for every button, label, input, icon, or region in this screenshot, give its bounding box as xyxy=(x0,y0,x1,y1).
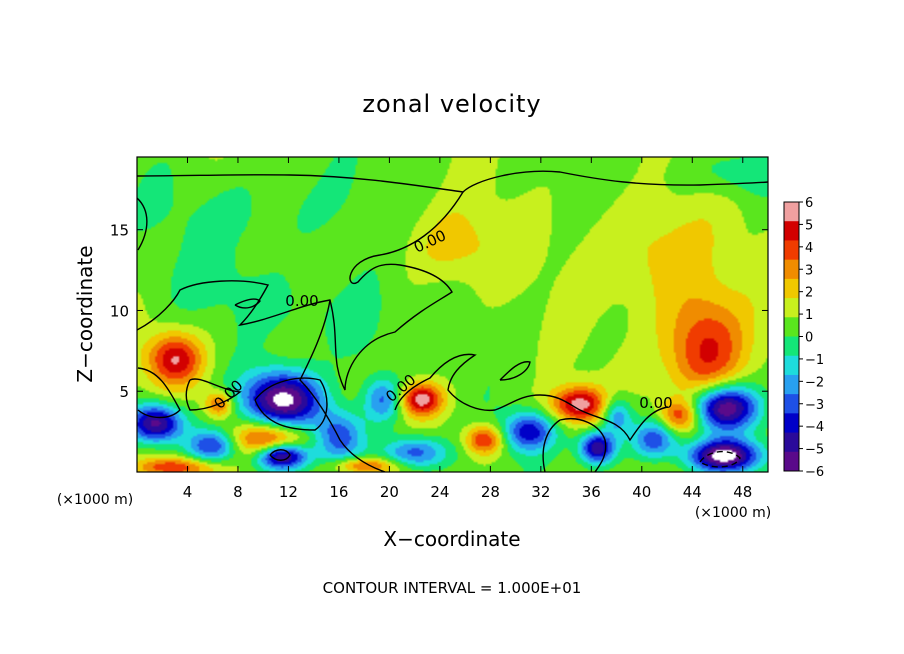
x-unit-right: (×1000 m) xyxy=(695,505,771,521)
x-tick-label: 44 xyxy=(683,483,702,501)
x-tick-label: 20 xyxy=(380,483,399,501)
colorbar-tick-label: −1 xyxy=(805,353,824,368)
colorbar-swatch xyxy=(784,298,799,318)
colorbar-swatch xyxy=(784,394,799,414)
x-tick-label: 16 xyxy=(329,483,348,501)
colorbar-swatch xyxy=(784,202,799,222)
x-axis: 4 8 12 16 20 24 28 32 36 40 44 48 xyxy=(183,157,752,501)
colorbar-tick-label: −6 xyxy=(805,465,824,480)
colorbar-swatch xyxy=(784,336,799,357)
contour-line xyxy=(699,451,741,468)
contour-label: 0.00 xyxy=(285,292,318,310)
y-tick-label: 5 xyxy=(119,383,129,401)
chart-title: zonal velocity xyxy=(362,90,541,118)
colorbar-swatch xyxy=(784,259,799,280)
x-axis-title: X−coordinate xyxy=(383,527,520,551)
x-tick-label: 4 xyxy=(183,483,193,501)
colorbar-tick-label: 5 xyxy=(805,218,813,233)
contour-line xyxy=(542,418,607,472)
colorbar-tick-label: −2 xyxy=(805,375,824,390)
colorbar-tick-label: 1 xyxy=(805,308,813,323)
x-tick-label: 28 xyxy=(481,483,500,501)
contour-line xyxy=(499,361,531,381)
contour-interval-label: CONTOUR INTERVAL = 1.000E+01 xyxy=(323,579,582,597)
y-axis: 5 10 15 xyxy=(110,222,768,401)
colorbar-swatch xyxy=(784,413,799,434)
y-axis-title: Z−coordinate xyxy=(73,245,97,382)
y-tick-label: 10 xyxy=(110,302,129,320)
zero-contours xyxy=(137,170,768,472)
contour-line xyxy=(137,191,464,391)
contour-label: 0.00 xyxy=(639,394,672,412)
contour-line xyxy=(299,299,386,472)
contour-line xyxy=(137,367,181,419)
x-tick-label: 48 xyxy=(733,483,752,501)
colorbar-tick-label: −4 xyxy=(805,420,824,435)
x-tick-label: 40 xyxy=(632,483,651,501)
colorbar-tick-label: 6 xyxy=(805,196,813,211)
colorbar-tick-label: 3 xyxy=(805,263,813,278)
velocity-field xyxy=(137,157,768,472)
contour-line xyxy=(394,353,669,442)
colorbar-tick-label: 4 xyxy=(805,241,813,256)
y-tick-label: 15 xyxy=(110,222,129,240)
colorbar-swatch xyxy=(784,278,799,299)
colorbar-swatch xyxy=(784,451,799,472)
colorbar: 6 5 4 3 2 1 0 −1 −2 −3 −4 −5 −6 xyxy=(783,196,824,480)
x-tick-label: 32 xyxy=(531,483,550,501)
x-tick-label: 12 xyxy=(279,483,298,501)
x-tick-label: 24 xyxy=(430,483,449,501)
x-tick-label: 36 xyxy=(582,483,601,501)
plot-area xyxy=(136,156,769,473)
plot-frame xyxy=(136,156,769,473)
colorbar-swatch xyxy=(784,240,799,261)
colorbar-swatch xyxy=(784,355,799,376)
colorbar-swatch xyxy=(784,432,799,453)
colorbar-swatch xyxy=(784,374,799,395)
contour-line xyxy=(234,298,261,309)
colorbar-tick-label: −5 xyxy=(805,443,824,458)
contour-line xyxy=(269,449,291,461)
colorbar-tick-label: 2 xyxy=(805,286,813,301)
contour-line xyxy=(185,378,242,411)
contour-line xyxy=(254,377,328,431)
colorbar-tick-label: −3 xyxy=(805,398,824,413)
x-unit-left: (×1000 m) xyxy=(57,492,133,508)
colorbar-swatch xyxy=(784,221,799,241)
colorbar-swatch xyxy=(784,317,799,337)
x-tick-label: 8 xyxy=(233,483,243,501)
contour-line xyxy=(137,170,768,193)
colorbar-tick-label: 0 xyxy=(805,331,813,346)
